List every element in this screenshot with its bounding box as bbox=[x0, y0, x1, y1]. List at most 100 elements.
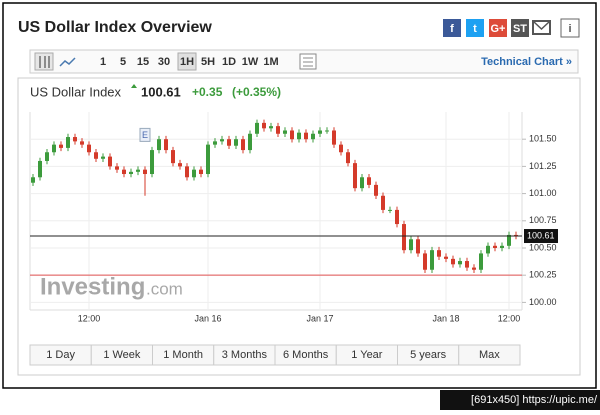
candle-body bbox=[297, 132, 301, 140]
candle-body bbox=[52, 144, 56, 153]
interval-selected bbox=[177, 52, 197, 71]
chart-panel bbox=[17, 77, 581, 376]
candle-body bbox=[437, 250, 441, 257]
candle-body bbox=[206, 144, 210, 175]
technical-chart-link[interactable]: Technical Chart » bbox=[481, 56, 572, 68]
candle-body bbox=[115, 166, 119, 170]
candle-body bbox=[199, 169, 203, 175]
range-button-label: Max bbox=[479, 349, 500, 361]
event-marker-label: E bbox=[142, 130, 148, 140]
candle-body bbox=[395, 209, 399, 225]
candle-body bbox=[227, 139, 231, 146]
range-button-label: 5 years bbox=[410, 349, 447, 361]
candle-body bbox=[213, 141, 217, 145]
interval-button[interactable]: 5 bbox=[120, 56, 126, 68]
price: 100.61 bbox=[141, 84, 181, 99]
change-percent: (+0.35%) bbox=[232, 85, 281, 99]
y-tick-label: 100.00 bbox=[529, 297, 557, 307]
share-icon[interactable] bbox=[511, 19, 529, 37]
candle-body bbox=[458, 261, 462, 265]
share-icon[interactable] bbox=[443, 19, 461, 37]
candle-body bbox=[157, 139, 161, 151]
share-icon-label: i bbox=[568, 23, 571, 35]
candle-body bbox=[108, 156, 112, 167]
y-tick-label: 100.50 bbox=[529, 242, 557, 252]
footer-tag-bg bbox=[440, 390, 600, 410]
candle-body bbox=[500, 245, 504, 248]
range-button[interactable] bbox=[458, 344, 521, 366]
interval-button[interactable]: 1H bbox=[180, 56, 194, 68]
candle-body bbox=[178, 163, 182, 167]
candle-body bbox=[241, 139, 245, 151]
candle-body bbox=[129, 171, 133, 175]
candle-body bbox=[311, 133, 315, 140]
x-tick-label: Jan 17 bbox=[306, 313, 333, 323]
candle-body bbox=[367, 177, 371, 185]
range-button-label: 1 Week bbox=[103, 349, 141, 361]
y-tick-label: 100.25 bbox=[529, 270, 557, 280]
candle-body bbox=[290, 130, 294, 140]
last-price-box bbox=[524, 229, 558, 244]
candle-body bbox=[444, 256, 448, 259]
candle-body bbox=[451, 258, 455, 265]
interval-button[interactable]: 1W bbox=[242, 56, 259, 68]
range-button-label: 6 Months bbox=[283, 349, 329, 361]
y-tick-label: 100.75 bbox=[529, 215, 557, 225]
y-tick-label: 101.00 bbox=[529, 188, 557, 198]
candle-body bbox=[346, 152, 350, 164]
up-arrow bbox=[131, 84, 137, 88]
candle-body bbox=[493, 245, 497, 248]
candle-body bbox=[150, 150, 154, 175]
candle-body bbox=[430, 250, 434, 270]
candle-body bbox=[479, 253, 483, 270]
share-icon[interactable] bbox=[466, 19, 484, 37]
candle-body bbox=[248, 133, 252, 151]
interval-button[interactable]: 1D bbox=[222, 56, 236, 68]
share-icon-label: t bbox=[473, 23, 477, 35]
mail-flap bbox=[533, 21, 550, 31]
candle-body bbox=[381, 195, 385, 210]
interval-button[interactable]: 5H bbox=[201, 56, 215, 68]
chart-type-icons bbox=[34, 52, 317, 71]
x-tick-label: 12:00 bbox=[498, 313, 521, 323]
watermark-suffix: .com bbox=[146, 279, 183, 298]
candle-body bbox=[325, 130, 329, 132]
candle-body bbox=[486, 245, 490, 254]
share-icon[interactable] bbox=[560, 18, 580, 38]
candle-body bbox=[234, 139, 238, 146]
event-marker[interactable] bbox=[139, 127, 151, 142]
candle-body bbox=[45, 152, 49, 161]
share-icon-label: G+ bbox=[491, 23, 506, 35]
candle-body bbox=[136, 169, 140, 172]
candle-body bbox=[304, 132, 308, 140]
candle-body bbox=[507, 234, 511, 246]
candle-body bbox=[514, 234, 518, 237]
candle-body bbox=[276, 126, 280, 134]
interval-button[interactable]: 1M bbox=[263, 56, 278, 68]
candle-body bbox=[416, 239, 420, 254]
candle-body bbox=[66, 137, 70, 148]
candle-body bbox=[143, 169, 147, 175]
x-tick-label: Jan 16 bbox=[194, 313, 221, 323]
interval-button[interactable]: 15 bbox=[137, 56, 149, 68]
candle-body bbox=[374, 184, 378, 196]
interval-button[interactable]: 30 bbox=[158, 56, 170, 68]
candle-body bbox=[38, 160, 42, 178]
instrument-name: US Dollar Index bbox=[30, 84, 122, 99]
candle-body bbox=[192, 169, 196, 178]
candle-body bbox=[59, 144, 63, 148]
range-button-label: 1 Month bbox=[163, 349, 203, 361]
candle-body bbox=[87, 144, 91, 153]
share-icon[interactable] bbox=[489, 19, 507, 37]
candle-body bbox=[94, 152, 98, 159]
share-icons: f t G+ ST i bbox=[443, 18, 580, 38]
candle-body bbox=[164, 139, 168, 151]
interval-button[interactable]: 1 bbox=[100, 56, 106, 68]
candle-body bbox=[80, 141, 84, 145]
candle-body bbox=[262, 122, 266, 129]
y-tick-label: 101.25 bbox=[529, 161, 557, 171]
x-tick-label: 12:00 bbox=[78, 313, 101, 323]
candle-body bbox=[73, 137, 77, 142]
range-buttons: 1 Day 1 Week 1 Month 3 Months 6 Months 1 Year… bbox=[29, 344, 521, 366]
